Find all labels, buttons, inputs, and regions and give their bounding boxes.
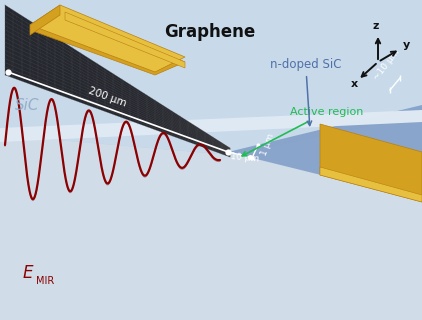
Text: 1 μm: 1 μm: [260, 132, 276, 157]
Polygon shape: [320, 124, 422, 202]
Polygon shape: [0, 110, 422, 142]
Polygon shape: [0, 115, 422, 320]
Polygon shape: [65, 12, 185, 68]
Text: y: y: [403, 40, 410, 50]
Text: x: x: [350, 79, 357, 89]
Text: 10 μm: 10 μm: [230, 153, 260, 164]
Text: SiC: SiC: [15, 98, 40, 113]
Polygon shape: [30, 5, 185, 72]
Text: Graphene: Graphene: [165, 23, 256, 41]
Text: 200 μm: 200 μm: [87, 86, 128, 109]
Text: $E$: $E$: [22, 264, 35, 282]
Text: z: z: [373, 21, 379, 31]
Polygon shape: [228, 105, 422, 200]
Polygon shape: [320, 167, 422, 202]
Polygon shape: [30, 12, 185, 75]
Polygon shape: [30, 5, 60, 35]
Text: n-doped SiC: n-doped SiC: [270, 58, 341, 125]
Polygon shape: [0, 0, 422, 155]
Text: ~10 μm: ~10 μm: [372, 48, 401, 82]
Text: MIR: MIR: [36, 276, 54, 286]
Polygon shape: [5, 5, 230, 157]
Text: Active region: Active region: [242, 107, 363, 156]
